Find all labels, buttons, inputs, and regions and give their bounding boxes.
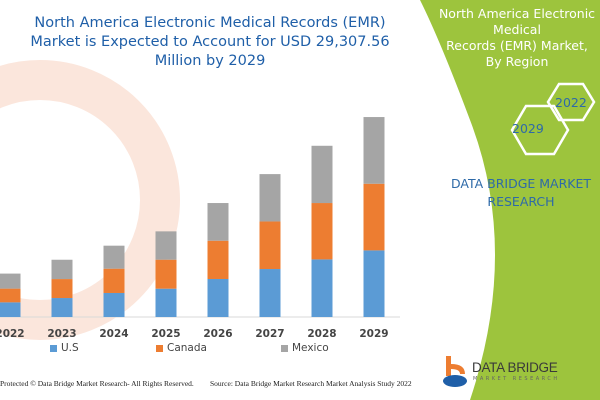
brand-line-2: RESEARCH <box>487 194 555 209</box>
footer-copyright: Protected © Data Bridge Market Research-… <box>0 379 194 388</box>
logo-name: DATA BRIDGE <box>472 360 558 375</box>
panel-brand: DATA BRIDGE MARKET RESEARCH <box>446 175 596 211</box>
bar-mexico-2022 <box>0 273 21 289</box>
bar-us-2022 <box>0 302 21 317</box>
bar-mexico-2023 <box>51 259 73 280</box>
bar-us-2028 <box>311 259 333 317</box>
bar-us-2026 <box>207 278 229 317</box>
bar-us-2023 <box>51 298 73 317</box>
legend-item-canada: Canada <box>156 342 207 354</box>
bar-us-2029 <box>363 250 385 317</box>
x-tick-label: 2027 <box>255 328 284 340</box>
bar-mexico-2028 <box>311 145 333 204</box>
hex-label-2029: 2029 <box>512 121 544 136</box>
x-tick-label: 2023 <box>47 328 76 340</box>
logo-icon <box>443 356 467 387</box>
bar-mexico-2027 <box>259 174 281 222</box>
x-tick-label: 2026 <box>203 328 232 340</box>
legend-item-mexico: Mexico <box>281 342 329 354</box>
bar-canada-2026 <box>207 240 229 279</box>
bar-us-2027 <box>259 269 281 317</box>
bar-mexico-2026 <box>207 203 229 241</box>
legend-swatch <box>50 344 57 352</box>
hex-2029 <box>510 104 570 156</box>
green-panel <box>420 0 600 400</box>
panel-title-line: North America Electronic Medical <box>438 6 596 37</box>
bar-mexico-2029 <box>363 117 385 184</box>
footer-source: Source: Data Bridge Market Research Mark… <box>210 379 412 388</box>
logo-sub: MARKET RESEARCH <box>473 376 560 382</box>
hex-2022 <box>546 82 596 122</box>
watermark-logo <box>0 60 180 340</box>
x-tick-label: 2024 <box>99 328 128 340</box>
bar-canada-2025 <box>155 259 177 289</box>
chart-title: North America Electronic Medical Records… <box>30 15 390 69</box>
panel-title: North America Electronic Medical Records … <box>438 6 596 70</box>
brand-line-1: DATA BRIDGE MARKET <box>450 176 592 191</box>
bar-canada-2029 <box>363 183 385 251</box>
x-tick-label: 2029 <box>359 328 388 340</box>
legend-swatch <box>156 344 163 352</box>
x-tick-label: 2022 <box>0 328 25 340</box>
hex-label-2022: 2022 <box>555 95 587 110</box>
bar-us-2024 <box>103 292 125 317</box>
legend-swatch <box>281 344 288 352</box>
bar-mexico-2024 <box>103 245 125 269</box>
bar-mexico-2025 <box>155 231 177 260</box>
bar-canada-2024 <box>103 268 125 293</box>
panel-title-line: Records (EMR) Market, By Region <box>446 38 588 69</box>
legend-item-us: U.S <box>50 342 79 354</box>
bar-canada-2027 <box>259 221 281 270</box>
bar-canada-2022 <box>0 288 21 303</box>
bar-canada-2028 <box>311 203 333 260</box>
x-tick-label: 2028 <box>307 328 336 340</box>
bar-us-2025 <box>155 288 177 317</box>
x-tick-label: 2025 <box>151 328 180 340</box>
bar-canada-2023 <box>51 279 73 299</box>
